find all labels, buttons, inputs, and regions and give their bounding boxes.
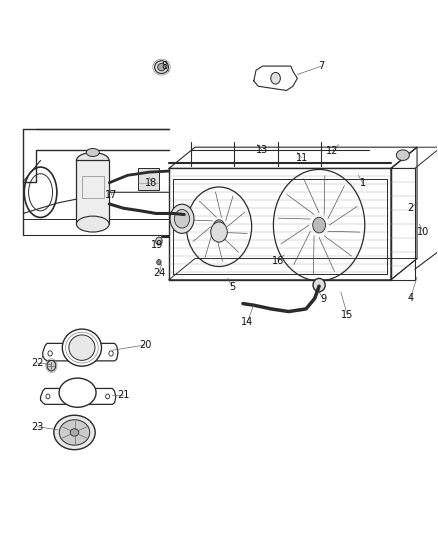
Ellipse shape bbox=[70, 429, 79, 436]
Text: 15: 15 bbox=[341, 310, 353, 320]
Text: 19: 19 bbox=[151, 240, 163, 251]
Ellipse shape bbox=[47, 360, 56, 371]
Ellipse shape bbox=[62, 329, 102, 366]
Ellipse shape bbox=[158, 63, 166, 71]
Text: 11: 11 bbox=[296, 153, 308, 163]
Ellipse shape bbox=[396, 150, 410, 160]
Text: 13: 13 bbox=[255, 145, 268, 155]
Ellipse shape bbox=[46, 394, 50, 399]
Text: 12: 12 bbox=[326, 146, 338, 156]
Ellipse shape bbox=[77, 216, 109, 232]
Ellipse shape bbox=[155, 237, 162, 245]
Text: 2: 2 bbox=[407, 203, 413, 213]
Ellipse shape bbox=[170, 204, 194, 233]
Bar bbox=[391, 168, 415, 280]
Ellipse shape bbox=[106, 394, 110, 399]
Text: 23: 23 bbox=[31, 422, 43, 432]
Bar bbox=[82, 176, 104, 198]
Bar bbox=[138, 168, 159, 190]
Ellipse shape bbox=[174, 209, 190, 228]
Ellipse shape bbox=[77, 152, 109, 168]
Text: 10: 10 bbox=[417, 227, 430, 237]
Ellipse shape bbox=[313, 217, 325, 233]
Ellipse shape bbox=[59, 419, 90, 445]
Text: 5: 5 bbox=[229, 281, 235, 292]
Ellipse shape bbox=[86, 149, 99, 157]
Text: 4: 4 bbox=[407, 293, 413, 303]
Ellipse shape bbox=[213, 220, 225, 233]
Text: 16: 16 bbox=[272, 256, 284, 266]
Text: 17: 17 bbox=[105, 190, 118, 200]
Bar bbox=[77, 160, 109, 224]
Ellipse shape bbox=[211, 222, 227, 242]
Ellipse shape bbox=[109, 351, 113, 356]
Ellipse shape bbox=[59, 378, 96, 407]
Text: 14: 14 bbox=[241, 317, 254, 327]
Ellipse shape bbox=[271, 72, 280, 84]
Text: 20: 20 bbox=[139, 340, 151, 350]
Ellipse shape bbox=[48, 351, 52, 356]
Text: 24: 24 bbox=[153, 269, 165, 278]
Ellipse shape bbox=[157, 260, 161, 265]
Text: 7: 7 bbox=[318, 61, 325, 71]
Text: 8: 8 bbox=[162, 61, 168, 71]
Text: 9: 9 bbox=[320, 294, 326, 304]
Ellipse shape bbox=[313, 278, 325, 292]
Text: 21: 21 bbox=[117, 390, 130, 400]
Text: 22: 22 bbox=[31, 358, 43, 368]
Text: 18: 18 bbox=[145, 177, 158, 188]
Ellipse shape bbox=[155, 61, 169, 74]
Text: 1: 1 bbox=[360, 177, 366, 188]
Ellipse shape bbox=[54, 415, 95, 450]
Ellipse shape bbox=[69, 335, 95, 360]
